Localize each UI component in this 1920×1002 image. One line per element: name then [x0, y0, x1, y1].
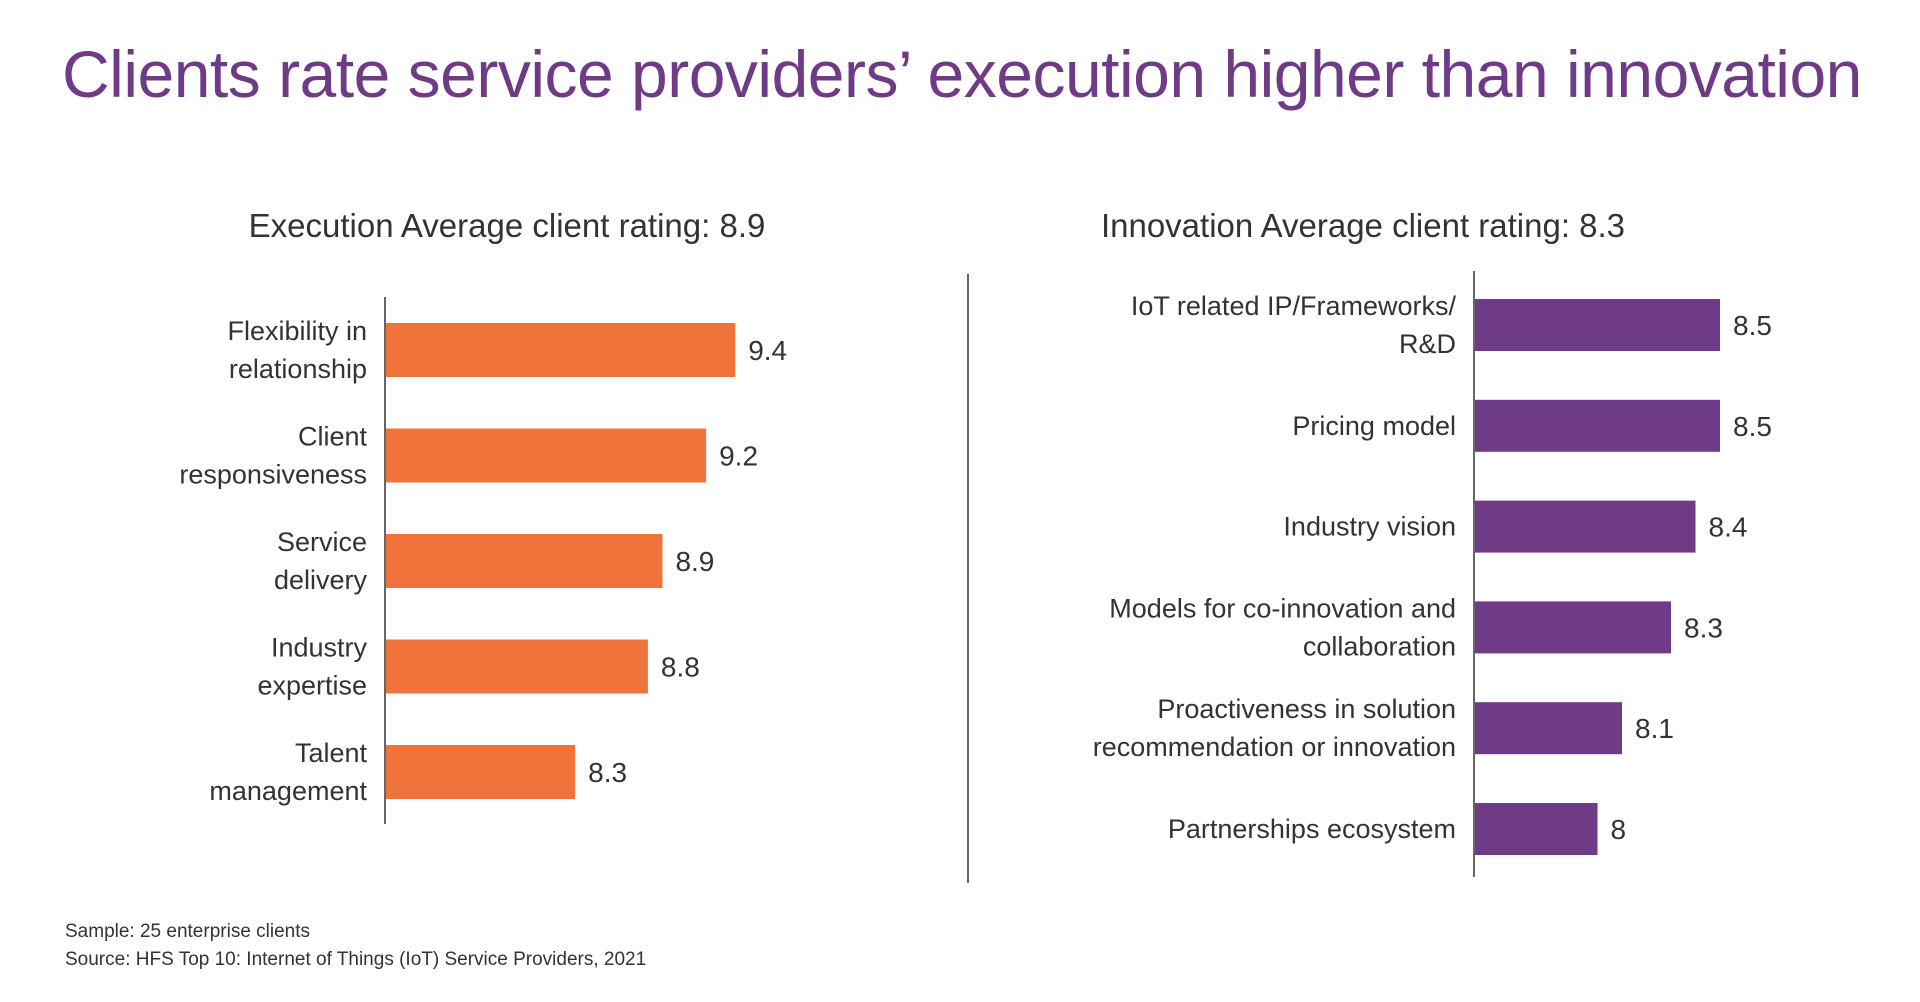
innovation-category-label-line: Models for co-innovation and [1109, 593, 1456, 623]
innovation-bar [1475, 803, 1598, 855]
innovation-value-label: 8.4 [1709, 512, 1748, 543]
innovation-category-label-line: R&D [1399, 329, 1456, 359]
source-note: Source: HFS Top 10: Internet of Things (… [65, 949, 647, 970]
innovation-category-label: Pricing model [1292, 411, 1456, 441]
page-title: Clients rate service providers’ executio… [62, 37, 1862, 111]
execution-category-label-line: responsiveness [179, 460, 367, 490]
execution-category-label-line: Service [277, 527, 367, 557]
execution-category-label: Industry expertise [257, 633, 367, 701]
execution-category-label: Flexibility in relationship [227, 316, 367, 384]
execution-value-label: 8.8 [661, 652, 700, 683]
execution-chart-title: Execution Average client rating: 8.9 [249, 207, 766, 244]
execution-chart: 9.4 Flexibility in relationship 9.2 Client re… [179, 297, 787, 824]
execution-category-label: Client responsiveness [179, 422, 367, 490]
execution-bar [386, 323, 736, 377]
innovation-value-label: 8.5 [1733, 411, 1772, 442]
execution-value-label: 8.9 [675, 546, 714, 577]
innovation-category-label: Industry vision [1283, 512, 1456, 542]
innovation-category-label: IoT related IP/Frameworks/R&D [1131, 291, 1457, 359]
innovation-category-label-line: Pricing model [1292, 411, 1456, 441]
innovation-bar [1475, 702, 1622, 755]
innovation-category-label-line: recommendation or innovation [1093, 732, 1456, 762]
execution-category-label-line: Flexibility in [227, 316, 367, 346]
innovation-value-label: 8.1 [1635, 713, 1674, 744]
innovation-bar [1475, 601, 1671, 654]
innovation-category-label: Partnerships ecosystem [1168, 814, 1456, 844]
execution-category-label-line: Client [298, 422, 368, 452]
footer-notes: Sample: 25 enterprise clients Source: HF… [65, 918, 646, 974]
execution-bar [386, 639, 648, 694]
innovation-chart-title: Innovation Average client rating: 8.3 [1101, 207, 1625, 244]
innovation-category-label: Models for co-innovation and collaboratio… [1109, 593, 1456, 661]
innovation-category-label-line: IoT related IP/Frameworks/ [1131, 291, 1457, 321]
innovation-value-label: 8 [1611, 814, 1627, 845]
innovation-value-label: 8.5 [1733, 310, 1772, 341]
execution-category-label-line: expertise [257, 671, 367, 701]
execution-category-label-line: delivery [274, 565, 368, 595]
innovation-bar [1475, 399, 1720, 452]
innovation-value-label: 8.3 [1684, 612, 1723, 643]
execution-bar [386, 745, 576, 799]
execution-category-label-line: Industry [271, 633, 368, 663]
innovation-category-label-line: Proactiveness in solution [1157, 694, 1456, 724]
execution-category-label: Service delivery [274, 527, 368, 595]
sample-note: Sample: 25 enterprise clients [65, 921, 311, 942]
innovation-category-label-line: Industry vision [1283, 512, 1456, 542]
execution-category-label-line: management [209, 776, 367, 806]
execution-category-label-line: Talent [295, 738, 368, 768]
innovation-bar [1475, 500, 1696, 553]
innovation-chart: 8.5 IoT related IP/Frameworks/R&D 8.5 Prici… [1093, 271, 1772, 877]
execution-value-label: 9.4 [748, 335, 787, 366]
innovation-category-label-line: Partnerships ecosystem [1168, 814, 1456, 844]
execution-bar [386, 534, 663, 588]
execution-value-label: 9.2 [719, 441, 758, 472]
execution-category-label-line: relationship [229, 354, 367, 384]
execution-bar [386, 428, 707, 483]
innovation-category-label-line: collaboration [1303, 631, 1456, 661]
innovation-category-label: Proactiveness in solution recommendation … [1093, 694, 1456, 762]
innovation-bar [1475, 299, 1720, 351]
execution-value-label: 8.3 [588, 757, 627, 788]
execution-category-label: Talent management [209, 738, 367, 806]
